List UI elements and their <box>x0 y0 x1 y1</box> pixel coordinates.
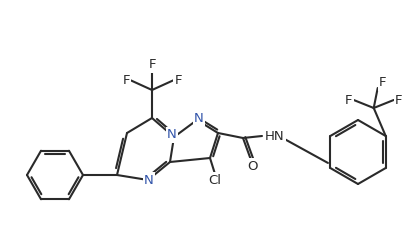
Text: O: O <box>248 160 258 172</box>
Text: F: F <box>395 94 403 106</box>
Text: F: F <box>148 58 156 71</box>
Text: F: F <box>174 74 182 86</box>
Text: F: F <box>122 74 130 86</box>
Text: Cl: Cl <box>209 174 222 186</box>
Text: HN: HN <box>265 130 285 142</box>
Text: F: F <box>379 76 387 90</box>
Text: N: N <box>144 174 154 186</box>
Text: F: F <box>345 94 352 106</box>
Text: N: N <box>194 112 204 124</box>
Text: N: N <box>167 128 177 141</box>
